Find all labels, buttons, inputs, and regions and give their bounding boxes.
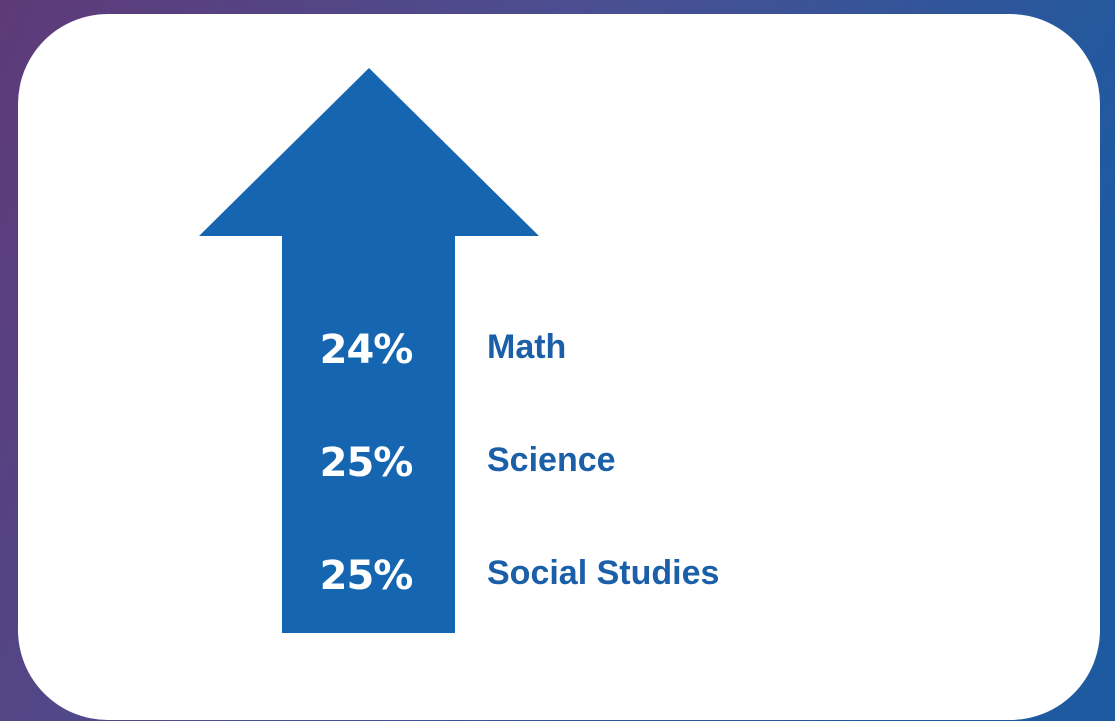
page: {"items": [ {"value": "24%", "label": "M… — [0, 0, 1115, 721]
subject-label: Social Studies — [487, 554, 719, 592]
percentage: 24% — [320, 327, 413, 373]
subject-label: Science — [487, 441, 616, 479]
card — [18, 14, 1100, 720]
percentage: 25% — [320, 440, 413, 486]
percentage: 25% — [320, 553, 413, 599]
infographic: 24% Math 25% Science 25% Social Studies — [0, 0, 1115, 721]
subject-label: Math — [487, 328, 566, 366]
